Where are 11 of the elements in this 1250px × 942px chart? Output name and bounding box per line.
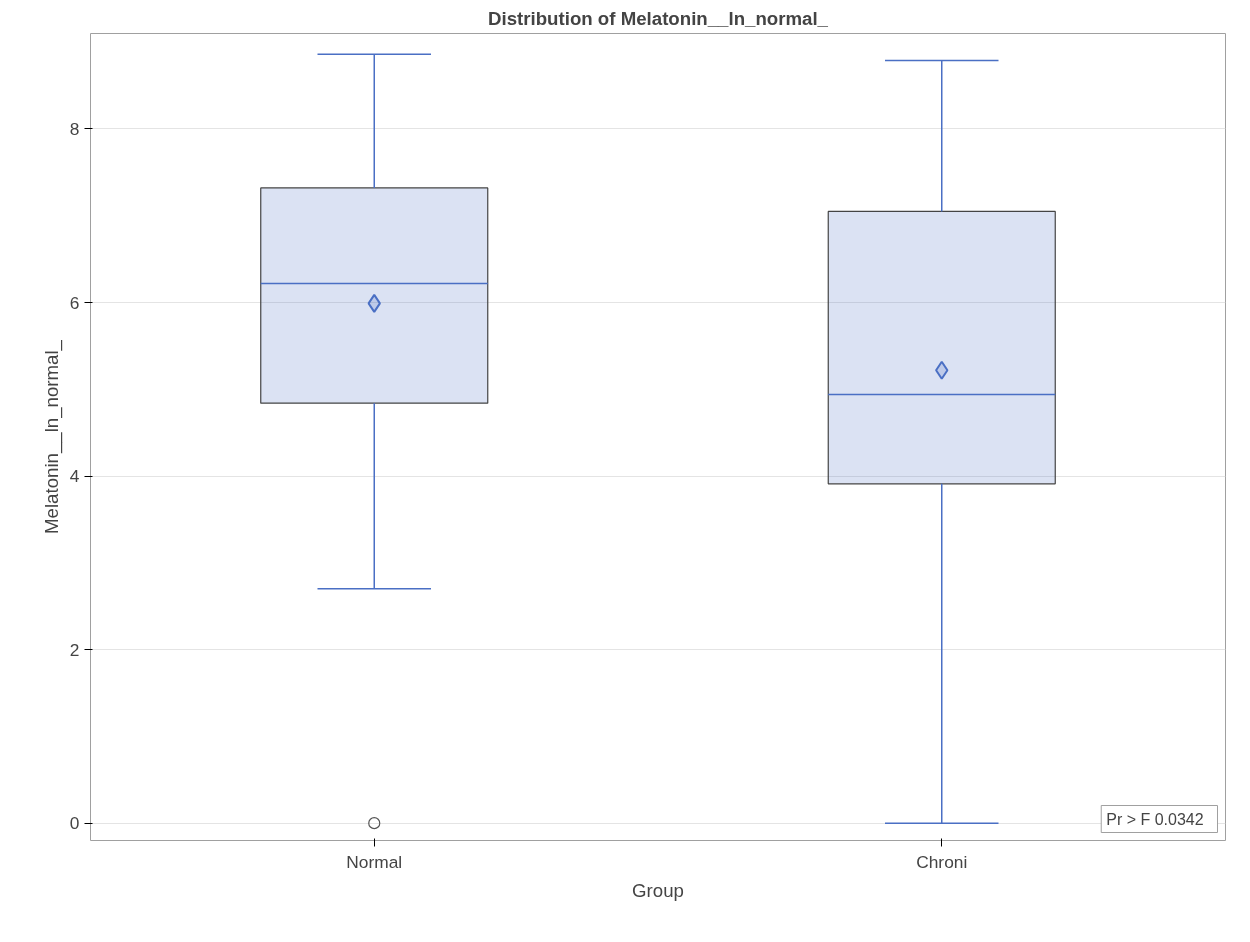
x-tick-label: Chroni bbox=[916, 851, 968, 872]
y-tick-label: 4 bbox=[69, 466, 80, 487]
x-axis-title: Group bbox=[632, 879, 684, 901]
y-tick-label: 8 bbox=[69, 118, 80, 139]
x-tick-label: Normal bbox=[346, 851, 403, 872]
y-tick-label: 0 bbox=[69, 813, 80, 834]
y-axis-title: Melatonin__ln_normal_ bbox=[40, 339, 63, 534]
y-tick-label: 2 bbox=[69, 639, 80, 660]
chart-title: Distribution of Melatonin__ln_normal_ bbox=[488, 7, 829, 29]
y-tick-label: 6 bbox=[69, 292, 80, 313]
annotation: Pr > F 0.0342 bbox=[1106, 810, 1204, 828]
